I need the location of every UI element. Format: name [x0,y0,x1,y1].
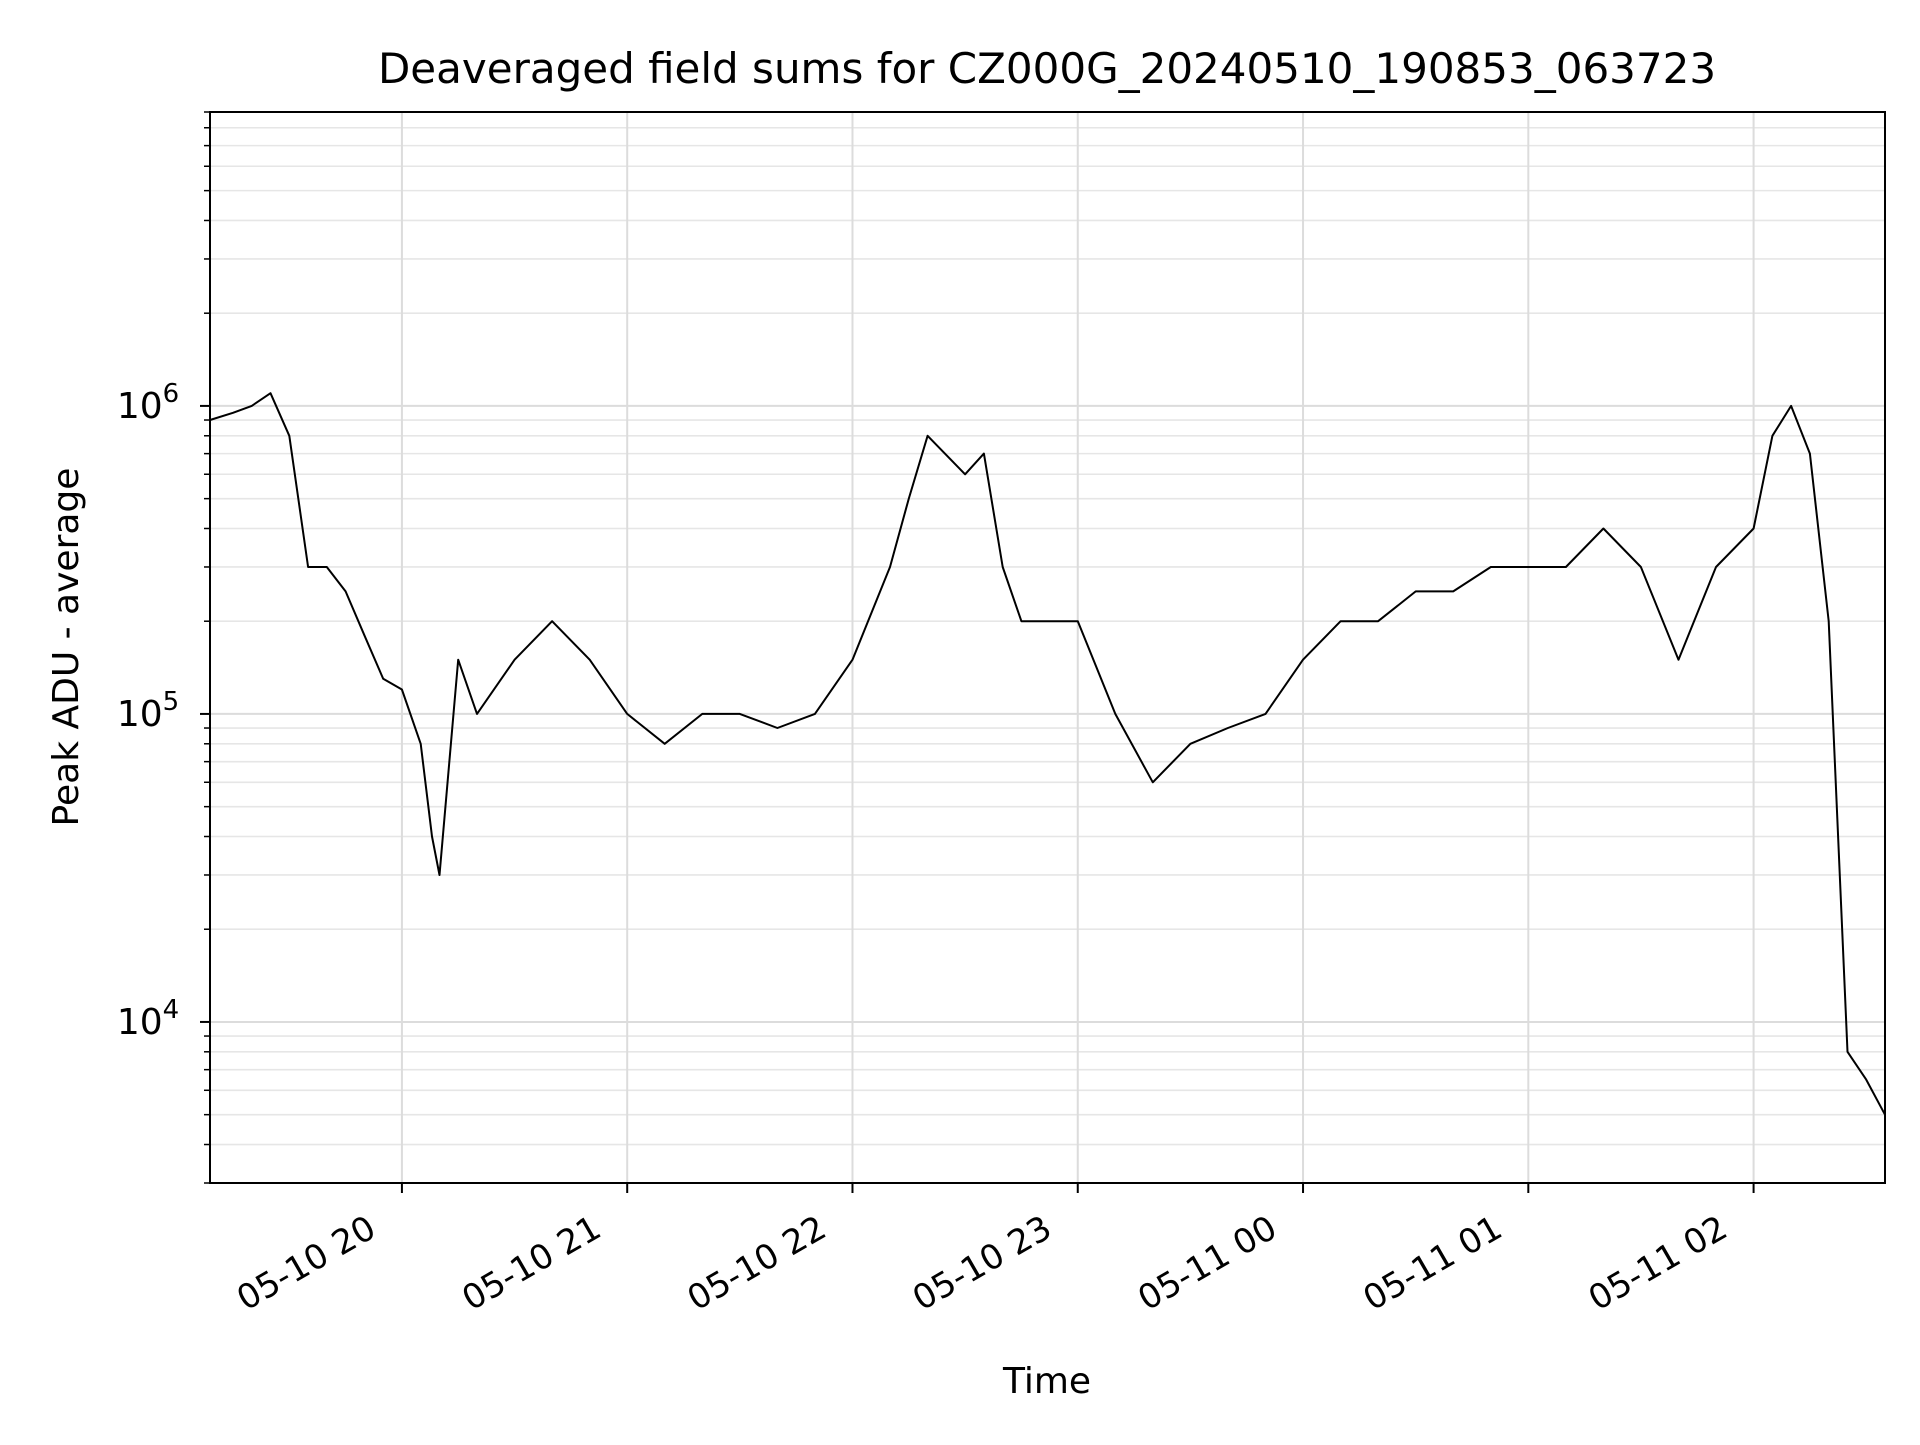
y-axis-label: Peak ADU - average [46,468,87,827]
y-tick-base: 10 [117,1002,163,1043]
grid-lines [210,111,1885,1184]
y-tick-label: 105 [117,687,179,735]
y-tick-label: 104 [117,995,179,1043]
series-line [209,392,1886,1116]
y-tick-label: 106 [117,379,179,427]
y-tick-exponent: 5 [163,687,180,717]
x-axis-label: Time [1002,1361,1091,1402]
data-series [209,392,1886,1116]
chart-title: Deaveraged field sums for CZ000G_2024051… [378,44,1716,93]
y-tick-exponent: 4 [163,995,180,1025]
y-tick-base: 10 [117,386,163,427]
y-tick-exponent: 6 [163,379,180,409]
plot-frame [209,111,1886,1184]
y-tick-base: 10 [117,694,163,735]
